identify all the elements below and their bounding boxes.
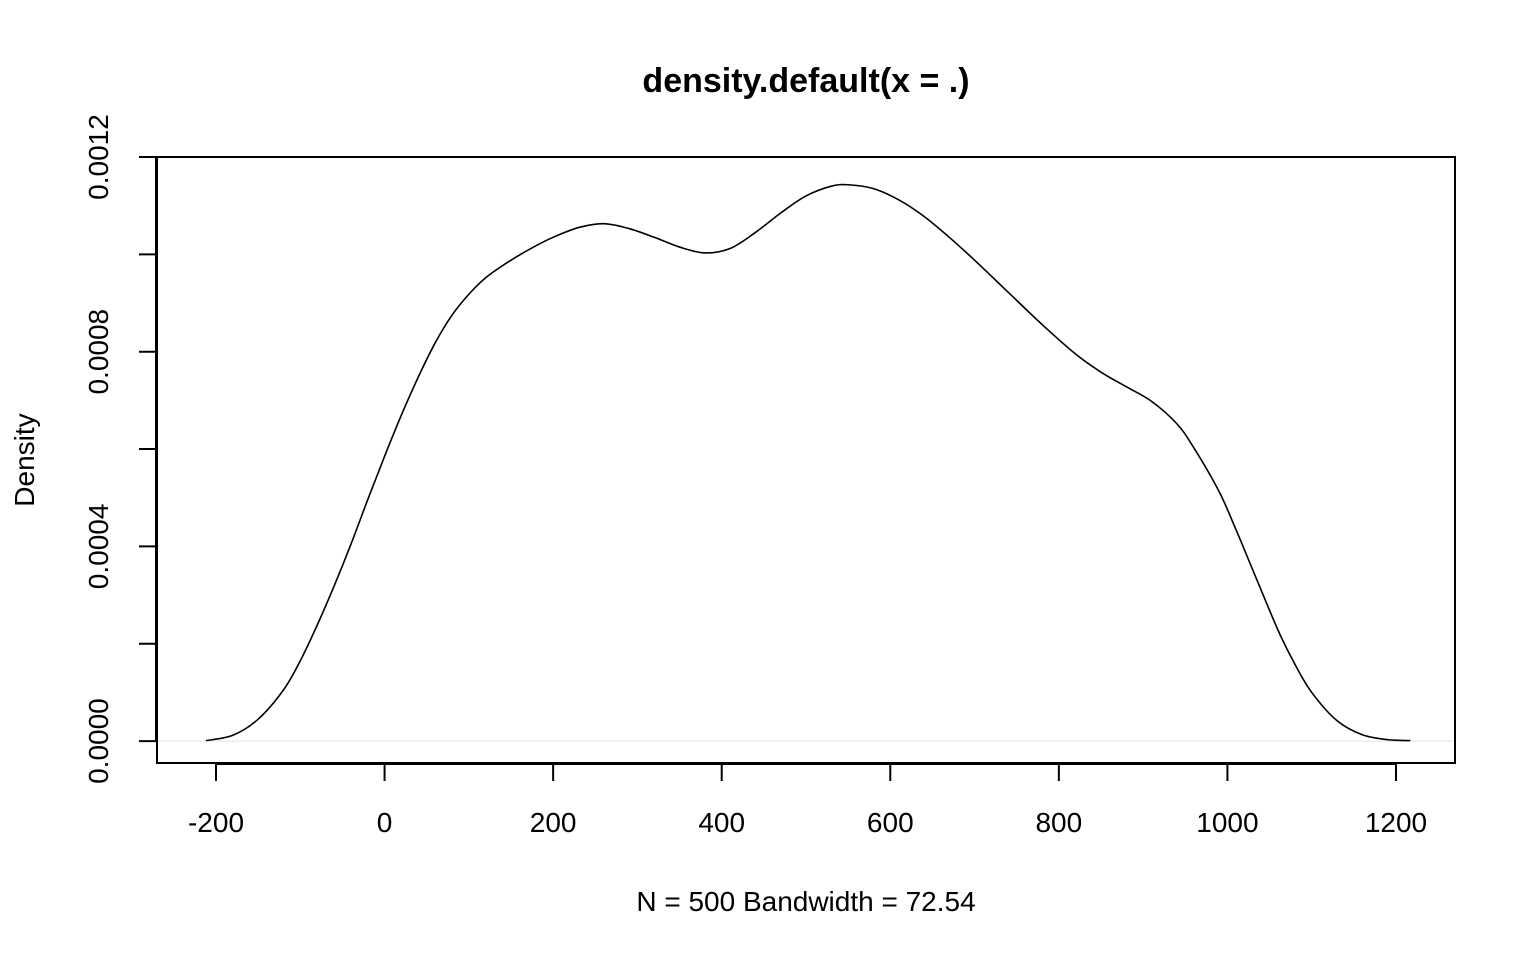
x-tick-label: 1200 xyxy=(1365,807,1427,838)
density-curve xyxy=(205,183,1411,742)
chart-title: density.default(x = .) xyxy=(642,62,969,100)
x-tick-label: 200 xyxy=(530,807,577,838)
x-tick-label: 800 xyxy=(1035,807,1082,838)
y-tick-label: 0.0000 xyxy=(83,698,114,784)
x-tick-label: 400 xyxy=(698,807,745,838)
x-axis: -200 0 200 400 600 800 1000 1200 xyxy=(188,763,1427,838)
y-tick-label: 0.0004 xyxy=(83,504,114,590)
x-tick-label: -200 xyxy=(188,807,244,838)
x-axis-label: N = 500 Bandwidth = 72.54 xyxy=(636,886,975,917)
x-tick-label: 600 xyxy=(867,807,914,838)
y-tick-label: 0.0012 xyxy=(83,114,114,200)
series-layer xyxy=(158,183,1454,742)
x-tick-label: 1000 xyxy=(1196,807,1258,838)
y-axis-label: Density xyxy=(9,413,40,506)
y-axis: 0.0000 0.0004 0.0008 0.0012 xyxy=(83,114,157,784)
y-tick-label: 0.0008 xyxy=(83,309,114,395)
plot-frame xyxy=(156,156,1456,764)
x-tick-label: 0 xyxy=(377,807,393,838)
